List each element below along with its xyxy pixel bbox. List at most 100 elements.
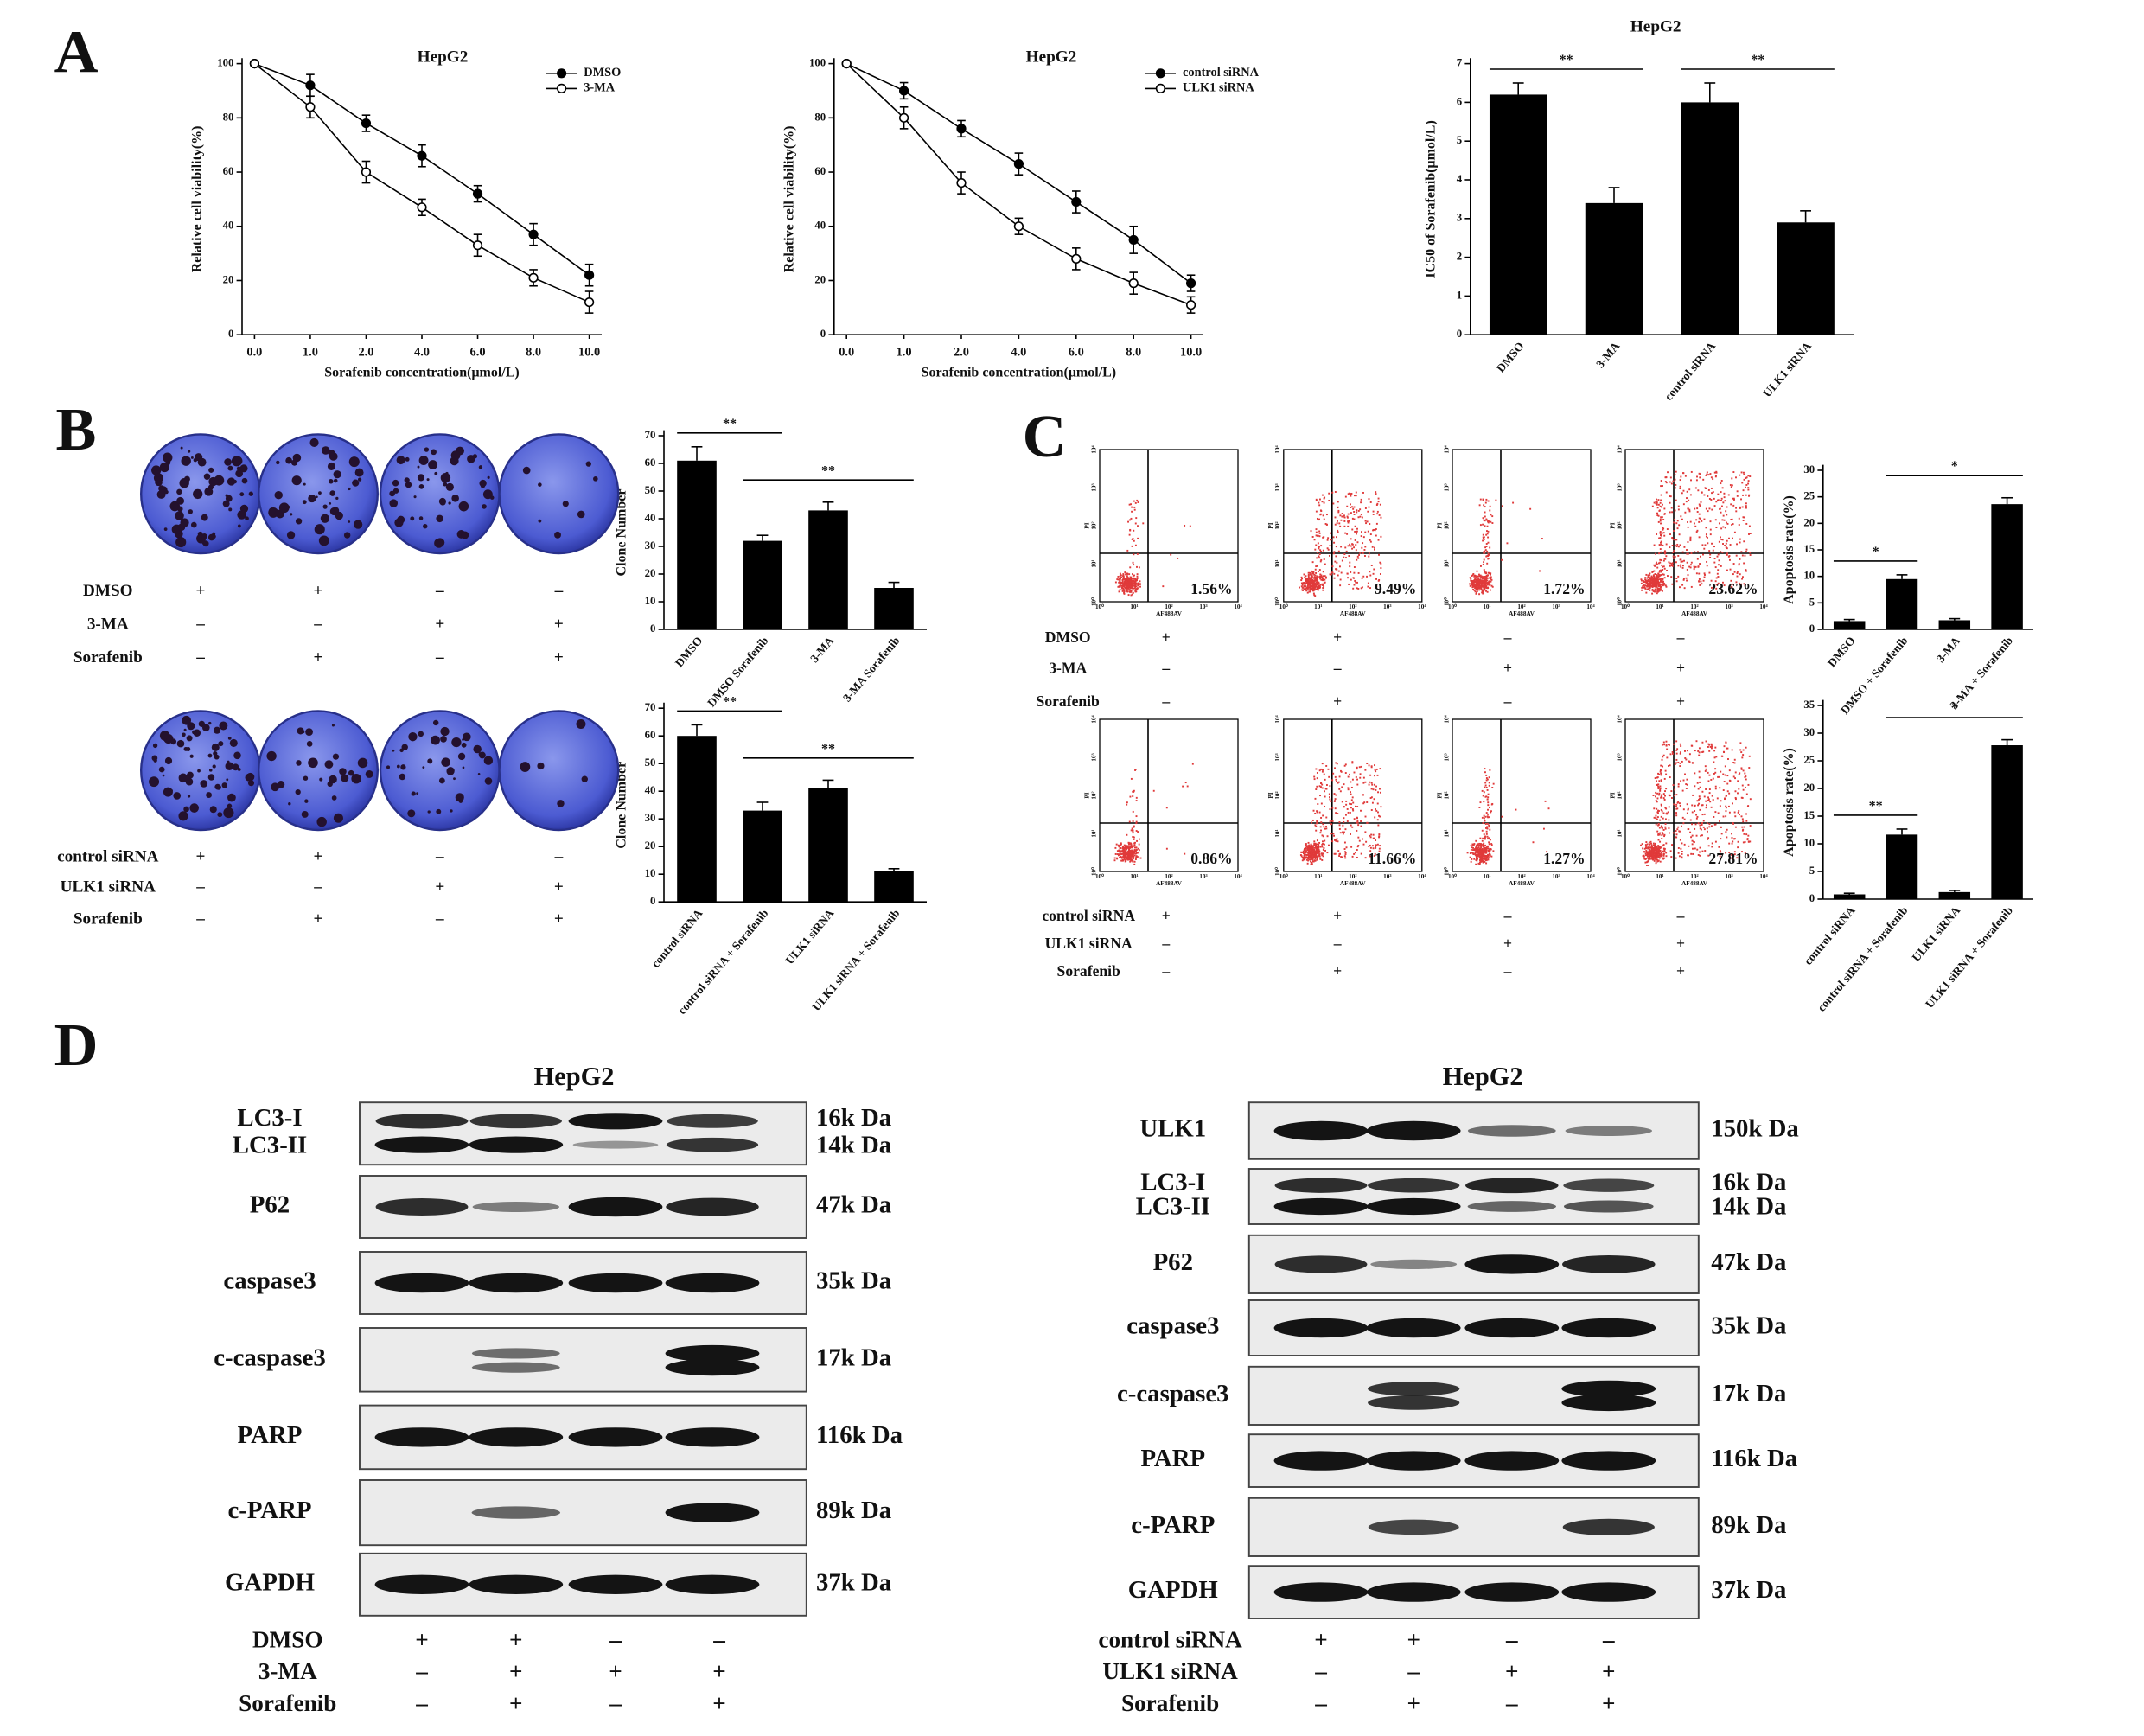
colony xyxy=(478,465,483,469)
flow-event xyxy=(1720,482,1722,485)
flow-event xyxy=(1319,573,1322,576)
flow-event xyxy=(1649,843,1651,846)
flow-event xyxy=(1640,582,1643,584)
flow-event xyxy=(1369,781,1371,783)
flow-event xyxy=(1354,530,1356,533)
flow-event xyxy=(1656,855,1658,858)
flow-event xyxy=(1304,576,1306,578)
flow-event xyxy=(1340,856,1343,858)
flow-event xyxy=(1364,857,1367,859)
x-tick-label: DMSO Sorafenib xyxy=(705,634,771,709)
flow-event xyxy=(1321,846,1324,848)
flow-event xyxy=(1329,573,1331,576)
colony xyxy=(175,537,187,548)
flow-event xyxy=(1643,854,1645,857)
flow-event xyxy=(1305,850,1307,852)
flow-event xyxy=(1674,555,1676,558)
flow-event xyxy=(1720,539,1723,540)
flow-event xyxy=(1707,780,1710,782)
flow-event xyxy=(1484,579,1487,582)
flow-y-tick: 10¹ xyxy=(1443,829,1450,837)
flow-event xyxy=(1735,581,1738,584)
flow-event xyxy=(1707,799,1710,801)
flow-event xyxy=(1480,588,1483,590)
flow-event xyxy=(1482,855,1484,858)
flow-event xyxy=(1356,527,1358,530)
flow-event xyxy=(1670,565,1673,567)
flow-event xyxy=(1354,852,1356,854)
flow-event xyxy=(1350,578,1352,581)
flow-y-tick: 10¹ xyxy=(1616,559,1623,567)
flow-event xyxy=(1138,849,1140,852)
flow-event xyxy=(1337,520,1338,522)
colony xyxy=(208,467,214,473)
flow-event xyxy=(1488,553,1490,556)
flow-event xyxy=(1318,553,1321,555)
flow-y-tick: 10⁰ xyxy=(1090,867,1097,876)
flow-event xyxy=(1740,551,1743,553)
flow-event xyxy=(1726,522,1729,525)
flow-event xyxy=(1658,581,1661,584)
colony xyxy=(193,457,198,463)
flow-event xyxy=(1482,582,1484,584)
flow-event xyxy=(1315,829,1318,832)
flow-event xyxy=(1366,801,1369,803)
flow-event xyxy=(1643,855,1645,858)
y-tick-label: 70 xyxy=(645,701,656,713)
colony xyxy=(451,495,459,502)
flow-event xyxy=(1709,745,1712,748)
flow-event xyxy=(1487,851,1490,853)
flow-event xyxy=(1477,858,1479,860)
flow-event xyxy=(1305,858,1308,861)
flow-event xyxy=(1745,502,1747,505)
flow-event xyxy=(1660,795,1662,798)
flow-event xyxy=(1125,587,1126,590)
flow-event xyxy=(1724,765,1726,768)
flow-event xyxy=(1336,838,1338,840)
flow-event xyxy=(1371,546,1374,548)
flow-event xyxy=(1375,528,1377,530)
flow-y-tick: 10³ xyxy=(1616,483,1623,491)
flow-event xyxy=(1367,530,1369,533)
flow-event xyxy=(1132,589,1134,591)
flow-event xyxy=(1316,565,1318,567)
flow-event xyxy=(1481,583,1484,585)
treatment-mark: + xyxy=(196,582,206,600)
flow-event xyxy=(1319,584,1322,586)
flow-event xyxy=(1659,787,1662,789)
flow-event xyxy=(1718,846,1720,848)
flow-event xyxy=(1735,510,1738,513)
flow-event xyxy=(1720,826,1722,828)
flow-event xyxy=(1659,588,1662,590)
flow-event xyxy=(1670,563,1673,565)
blot-band xyxy=(375,1114,469,1129)
flow-event xyxy=(1325,576,1327,578)
flow-event xyxy=(1491,585,1494,588)
flow-event xyxy=(1303,852,1305,855)
flow-event xyxy=(1367,510,1369,513)
flow-event xyxy=(1713,505,1716,507)
flow-event xyxy=(1675,539,1678,541)
colony xyxy=(335,511,343,520)
flow-event xyxy=(1683,587,1686,590)
flow-event xyxy=(1487,849,1490,852)
flow-event xyxy=(1679,558,1681,561)
flow-event xyxy=(1678,855,1681,858)
colony xyxy=(178,811,188,821)
flow-event xyxy=(1359,515,1362,518)
flow-event xyxy=(1686,783,1688,786)
flow-event xyxy=(1652,842,1655,845)
flow-event xyxy=(1675,836,1678,839)
flow-event xyxy=(1487,793,1490,795)
flow-event xyxy=(1660,774,1662,776)
flow-event xyxy=(1314,579,1317,581)
flow-event xyxy=(1663,850,1666,852)
flow-event xyxy=(1723,584,1726,587)
blot-band xyxy=(1368,1519,1459,1535)
flow-event xyxy=(1321,501,1324,503)
flow-event xyxy=(1311,846,1314,849)
flow-event xyxy=(1731,524,1733,526)
flow-event xyxy=(1476,856,1478,858)
flow-event xyxy=(1136,573,1139,576)
flow-event xyxy=(1662,852,1665,855)
